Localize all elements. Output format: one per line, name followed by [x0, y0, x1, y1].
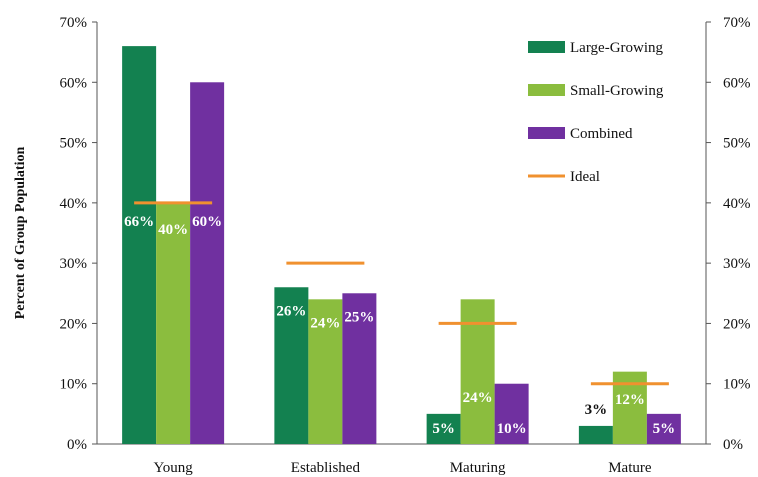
bar-small-growing [460, 299, 495, 444]
bar-small-growing [308, 299, 343, 444]
y-axis-left-ticks: 0% 10% 20% 30% 40% 50% 60% 70% [60, 15, 97, 453]
y-tick-label-right: 30% [723, 256, 751, 272]
data-label: 5% [432, 421, 455, 437]
data-label: 40% [158, 222, 188, 238]
legend-swatch [528, 84, 565, 96]
bar-large-growing [426, 413, 461, 444]
data-label: 3% [585, 402, 608, 418]
data-label: 26% [276, 303, 306, 319]
y-axis-label: Percent of Group Population [13, 147, 28, 320]
bar-combined [646, 413, 681, 444]
y-tick-label-left: 60% [60, 75, 88, 91]
y-tick-label-left: 40% [60, 196, 88, 212]
y-tick-label-right: 20% [723, 316, 751, 332]
data-label: 25% [344, 309, 374, 325]
legend-label: Large-Growing [570, 40, 664, 56]
y-tick-label-right: 0% [723, 437, 743, 453]
y-axis-right-ticks: 0% 10% 20% 30% 40% 50% 60% 70% [706, 15, 751, 453]
bar-combined [342, 293, 377, 444]
data-label: 24% [310, 315, 340, 331]
category-label: Mature [608, 460, 652, 476]
bar-combined [494, 383, 529, 444]
y-tick-label-right: 50% [723, 136, 751, 152]
y-tick-label-left: 70% [60, 15, 88, 31]
bar-combined [190, 82, 225, 445]
category-labels: Young Established Maturing Mature [153, 460, 651, 476]
data-label: 5% [653, 421, 676, 437]
category-label: Young [153, 460, 193, 476]
y-tick-label-right: 10% [723, 377, 751, 393]
y-tick-label-left: 10% [60, 377, 88, 393]
legend: Large-Growing Small-Growing Combined Ideal [528, 40, 664, 185]
category-label: Maturing [450, 460, 506, 476]
data-labels: 66% 40% 60%26%24% 25%5%24%10%3%12%5% [124, 214, 675, 437]
bars [122, 46, 681, 445]
y-tick-label-left: 50% [60, 136, 88, 152]
data-label: 24% [463, 390, 493, 406]
legend-swatch [528, 127, 565, 139]
legend-label: Small-Growing [570, 83, 664, 99]
y-tick-label-left: 20% [60, 316, 88, 332]
legend-swatch [528, 41, 565, 53]
data-label: 12% [615, 392, 645, 408]
y-tick-label-right: 60% [723, 75, 751, 91]
y-tick-label-right: 40% [723, 196, 751, 212]
ideal-lines [134, 201, 669, 386]
data-label: 10% [497, 421, 527, 437]
data-label: 60% [192, 214, 222, 230]
y-tick-label-left: 0% [67, 437, 87, 453]
bar-large-growing [274, 287, 309, 444]
y-tick-label-right: 70% [723, 15, 751, 31]
category-label: Established [291, 460, 361, 476]
bar-large-growing [578, 425, 613, 444]
legend-label: Combined [570, 126, 633, 142]
legend-label: Ideal [570, 169, 600, 185]
bar-large-growing [122, 46, 157, 444]
bar-small-growing [156, 202, 191, 444]
data-label: 66% [124, 214, 154, 230]
y-tick-label-left: 30% [60, 256, 88, 272]
